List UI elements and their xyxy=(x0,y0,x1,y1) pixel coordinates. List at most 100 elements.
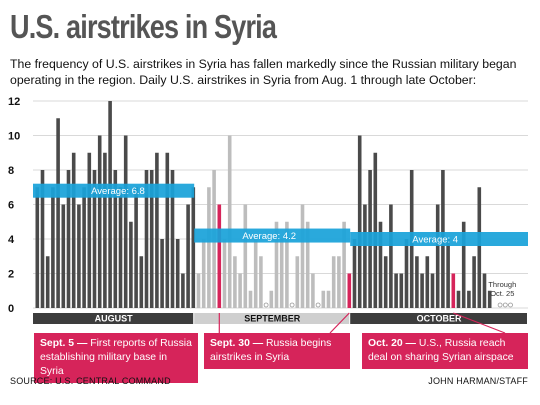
bar-september-8 xyxy=(233,256,237,308)
bar-august-27 xyxy=(170,170,175,308)
bar-august-23 xyxy=(149,170,154,308)
bar-october-8 xyxy=(389,204,393,308)
bar-september-28 xyxy=(337,256,341,308)
bar-september-29 xyxy=(342,221,346,308)
bar-august-10 xyxy=(82,187,86,308)
bar-august-8 xyxy=(71,152,76,308)
bar-september-9 xyxy=(238,273,242,308)
bar-october-17 xyxy=(435,204,440,308)
callout-oct-20: Oct. 20 — U.S., Russia reach deal on sha… xyxy=(362,333,528,369)
y-tick-0: 0 xyxy=(8,303,14,315)
average-label-2: Average: 4.2 xyxy=(242,231,296,242)
bar-september-12 xyxy=(253,239,258,308)
bar-september-7 xyxy=(227,135,232,308)
average-band-3 xyxy=(350,232,528,246)
month-label-october: OCTOBER xyxy=(417,314,462,324)
bar-september-24 xyxy=(315,302,321,308)
bar-august-13 xyxy=(97,135,102,308)
y-tick-4: 4 xyxy=(8,234,15,246)
month-bar-august xyxy=(33,313,194,324)
bar-september-22 xyxy=(305,221,310,308)
callout-oct-20-date: Oct. 20 — xyxy=(368,338,416,349)
y-tick-6: 6 xyxy=(8,200,14,212)
bar-october-2 xyxy=(357,135,362,308)
bar-october-26 xyxy=(482,273,487,308)
bar-october-6 xyxy=(378,221,383,308)
y-tick-2: 2 xyxy=(8,269,14,281)
bar-september-15 xyxy=(269,290,274,308)
callout-sept-5-date: Sept. 5 — xyxy=(40,338,88,349)
source-note: SOURCE: U.S. CENTRAL COMMAND xyxy=(10,376,171,386)
bar-september-26 xyxy=(326,290,331,308)
bar-september-25 xyxy=(321,290,326,308)
bar-august-28 xyxy=(175,239,180,308)
bar-august-9 xyxy=(77,204,81,308)
bar-august-15 xyxy=(108,101,112,308)
month-bar-september xyxy=(194,313,350,324)
connector-sept-30 xyxy=(329,312,350,334)
bar-august-22 xyxy=(144,170,149,308)
bar-august-11 xyxy=(87,152,92,308)
bar-august-24 xyxy=(155,152,159,308)
average-label-3: Average: 4 xyxy=(412,235,458,246)
callout-sept-5: Sept. 5 — First reports of Russia establ… xyxy=(34,333,198,383)
bar-september-16 xyxy=(274,221,279,308)
bar-october-13 xyxy=(415,256,419,308)
callout-sept-30: Sept. 30 — Russia begins airstrikes in S… xyxy=(204,333,350,369)
bar-august-17 xyxy=(118,187,123,308)
callout-sept-5-text: First reports of Russia establishing mil… xyxy=(40,338,192,377)
bar-september-6 xyxy=(222,239,227,308)
bar-october-9 xyxy=(394,273,398,308)
bar-august-5 xyxy=(56,118,60,308)
bar-september-23 xyxy=(311,273,315,308)
bar-august-16 xyxy=(113,170,118,308)
bar-september-3 xyxy=(207,187,211,308)
bar-october-11 xyxy=(404,239,409,308)
bar-september-10 xyxy=(243,204,248,308)
bar-october-23 xyxy=(467,290,471,308)
bar-september-14 xyxy=(263,302,269,308)
bar-october-24 xyxy=(472,256,476,308)
bar-september-30 xyxy=(347,273,352,308)
bar-october-1 xyxy=(352,239,357,308)
bar-september-11 xyxy=(248,290,253,308)
bar-october-5 xyxy=(373,152,378,308)
connector-oct-20 xyxy=(453,312,506,334)
bar-august-1 xyxy=(35,187,40,308)
bar-august-25 xyxy=(160,239,164,308)
y-tick-8: 8 xyxy=(8,165,14,177)
bar-september-21 xyxy=(300,204,305,308)
bar-august-14 xyxy=(103,152,107,308)
bar-august-21 xyxy=(139,256,144,308)
bar-october-7 xyxy=(383,256,388,308)
bar-august-2 xyxy=(40,170,45,308)
y-tick-10: 10 xyxy=(8,131,20,143)
bar-october-27 xyxy=(487,290,492,308)
callout-sept-30-date: Sept. 30 — xyxy=(210,338,264,349)
bar-october-10 xyxy=(399,273,404,308)
bar-august-31 xyxy=(191,187,196,308)
bar-september-2 xyxy=(201,239,206,308)
bar-october-15 xyxy=(425,256,430,308)
no-data-marker-2 xyxy=(502,302,508,308)
bar-august-29 xyxy=(181,273,185,308)
bar-october-22 xyxy=(461,221,466,308)
chart-subtitle: The frequency of U.S. airstrikes in Syri… xyxy=(10,57,517,87)
bar-august-20 xyxy=(134,187,138,308)
month-label-september: SEPTEMBER xyxy=(244,314,301,324)
bar-october-16 xyxy=(430,273,435,308)
bar-october-3 xyxy=(363,204,367,308)
through-label-line-2: Oct. 25 xyxy=(490,289,514,298)
month-bar-october xyxy=(350,313,527,324)
callout-sept-30-text: Russia begins airstrikes in Syria xyxy=(210,338,332,363)
bar-september-17 xyxy=(279,239,284,308)
credit-note: JOHN HARMAN/STAFF xyxy=(428,376,528,386)
bar-october-19 xyxy=(446,239,450,308)
bar-october-14 xyxy=(420,273,424,308)
chart-title: U.S. airstrikes in Syria xyxy=(10,8,277,45)
bar-august-3 xyxy=(45,256,50,308)
bar-september-19 xyxy=(289,302,295,308)
bar-august-4 xyxy=(51,187,55,308)
callout-oct-20-text: U.S., Russia reach deal on sharing Syria… xyxy=(368,338,514,363)
